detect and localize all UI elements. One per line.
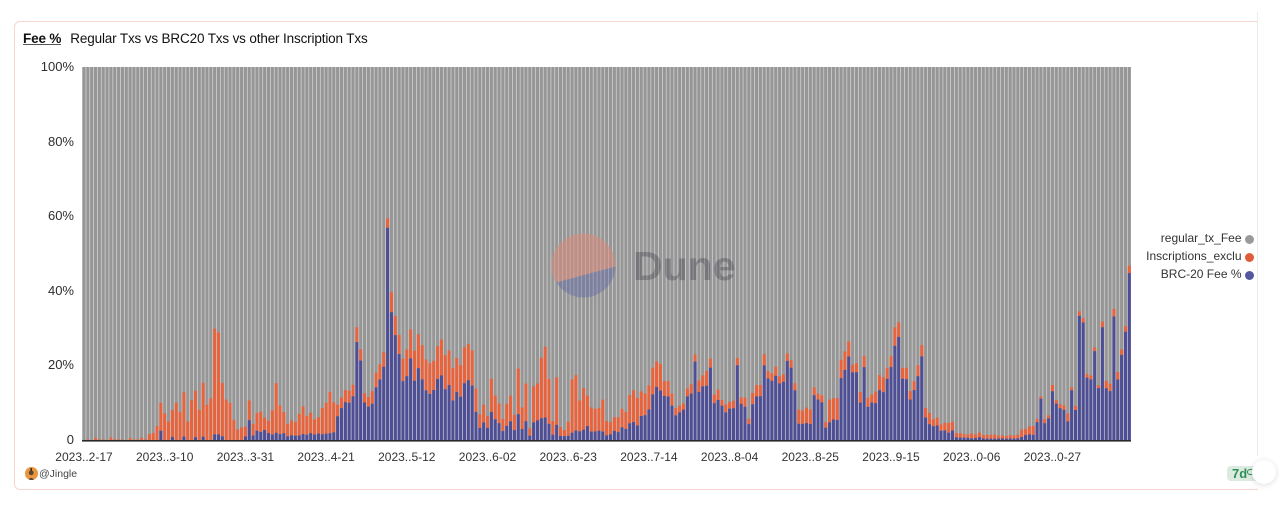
svg-text:Dune: Dune bbox=[633, 243, 736, 289]
